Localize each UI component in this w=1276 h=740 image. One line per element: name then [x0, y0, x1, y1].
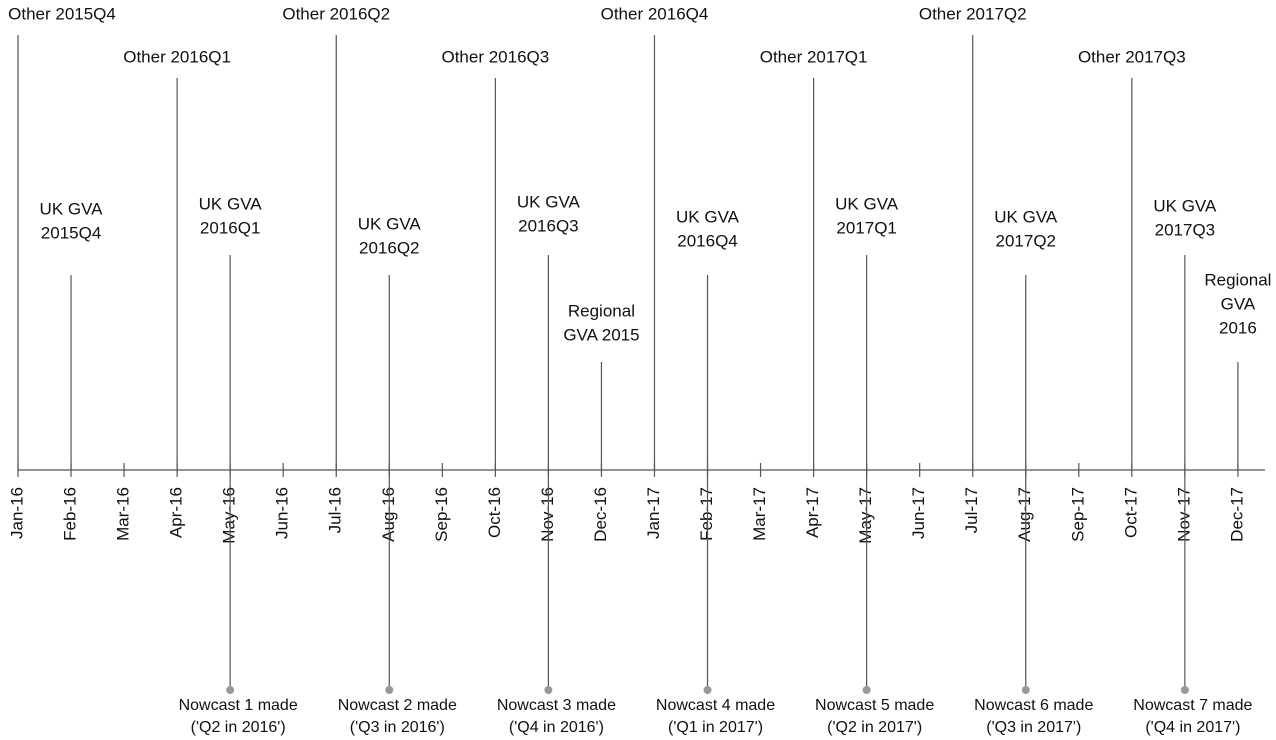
regional-gva-label: GVA 2015: [563, 325, 639, 344]
release-label: Other 2017Q3: [1078, 47, 1186, 66]
month-label: Oct-17: [1121, 487, 1140, 538]
uk-gva-label: UK GVA: [358, 214, 422, 233]
month-label: Jun-16: [273, 487, 292, 539]
nowcast-dot: [1021, 686, 1030, 694]
nowcast-label: ('Q2 in 2016'): [191, 719, 286, 736]
month-label: Mar-17: [750, 487, 769, 541]
release-label: Other 2017Q2: [919, 4, 1027, 23]
nowcast-label: Nowcast 3 made: [497, 697, 616, 714]
month-label: Feb-16: [61, 487, 80, 541]
month-label: Nov-17: [1174, 487, 1193, 542]
month-label: Jan-16: [7, 487, 26, 539]
regional-gva-label: Regional: [568, 301, 635, 320]
nowcast-label: Nowcast 2 made: [338, 697, 457, 714]
uk-gva-label: 2015Q4: [41, 223, 102, 242]
uk-gva-label: 2017Q3: [1155, 220, 1216, 239]
month-label: Apr-16: [167, 487, 186, 538]
uk-gva-label: UK GVA: [40, 199, 104, 218]
nowcast-label: Nowcast 5 made: [815, 697, 934, 714]
release-label: Other 2015Q4: [8, 4, 116, 23]
release-label: Other 2016Q4: [601, 4, 709, 23]
month-label: Jul-17: [962, 487, 981, 533]
month-label: Sep-16: [432, 487, 451, 542]
nowcast-label: Nowcast 4 made: [656, 697, 775, 714]
uk-gva-label: UK GVA: [517, 192, 581, 211]
uk-gva-label: 2016Q2: [359, 238, 420, 257]
month-label: Dec-16: [591, 487, 610, 542]
month-label: Feb-17: [697, 487, 716, 541]
nowcast-label: ('Q4 in 2016'): [509, 719, 604, 736]
nowcast-dot: [544, 686, 553, 694]
month-label: Apr-17: [803, 487, 822, 538]
uk-gva-label: UK GVA: [1153, 196, 1217, 215]
uk-gva-label: 2017Q1: [836, 218, 897, 237]
month-label: Sep-17: [1068, 487, 1087, 542]
nowcast-label: Nowcast 1 made: [179, 697, 298, 714]
month-label: Oct-16: [485, 487, 504, 538]
release-label: Other 2016Q3: [441, 47, 549, 66]
uk-gva-label: UK GVA: [676, 207, 740, 226]
uk-gva-label: UK GVA: [199, 194, 263, 213]
uk-gva-label: 2016Q3: [518, 216, 579, 235]
nowcast-label: Nowcast 6 made: [974, 697, 1093, 714]
uk-gva-label: 2016Q1: [200, 218, 261, 237]
nowcast-label: ('Q4 in 2017'): [1145, 719, 1240, 736]
month-label: Jul-16: [326, 487, 345, 533]
regional-gva-label: GVA: [1221, 294, 1256, 313]
regional-gva-label: 2016: [1219, 318, 1257, 337]
nowcast-label: ('Q1 in 2017'): [668, 719, 763, 736]
release-label: Other 2017Q1: [760, 47, 868, 66]
nowcast-dot: [703, 686, 712, 694]
uk-gva-label: UK GVA: [835, 194, 899, 213]
month-label: Jan-17: [644, 487, 663, 539]
month-label: Aug-16: [379, 487, 398, 542]
month-label: Jun-17: [909, 487, 928, 539]
month-label: Dec-17: [1227, 487, 1246, 542]
nowcast-label: ('Q2 in 2017'): [827, 719, 922, 736]
month-label: May-17: [856, 487, 875, 544]
month-label: Aug-17: [1015, 487, 1034, 542]
month-label: Nov-16: [538, 487, 557, 542]
uk-gva-label: 2017Q2: [996, 231, 1057, 250]
uk-gva-label: 2016Q4: [677, 231, 738, 250]
month-label: Mar-16: [114, 487, 133, 541]
nowcast-dot: [862, 686, 871, 694]
nowcast-label: ('Q3 in 2016'): [350, 719, 445, 736]
release-label: Other 2016Q2: [282, 4, 390, 23]
nowcast-dot: [1180, 686, 1189, 694]
nowcast-label: Nowcast 7 made: [1133, 697, 1252, 714]
release-label: Other 2016Q1: [123, 47, 231, 66]
nowcast-dot: [385, 686, 394, 694]
nowcast-dot: [226, 686, 235, 694]
regional-gva-label: Regional: [1204, 270, 1271, 289]
nowcast-label: ('Q3 in 2017'): [986, 719, 1081, 736]
month-label: May-16: [220, 487, 239, 544]
uk-gva-label: UK GVA: [994, 207, 1058, 226]
